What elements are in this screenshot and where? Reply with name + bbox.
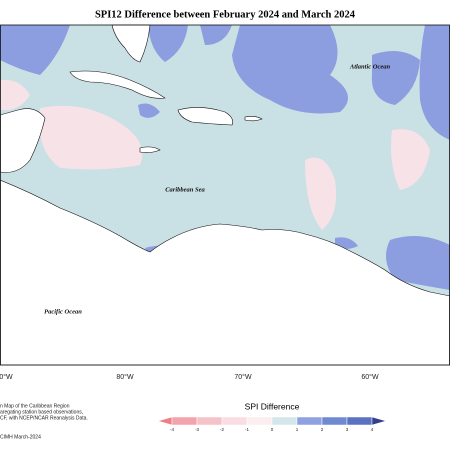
colorbar-tick-label: -3 bbox=[195, 427, 199, 432]
lon-label: 70°W bbox=[234, 373, 252, 381]
note: CF, with NCEP/NCAR Reanalysis Data. bbox=[0, 415, 88, 421]
colorbar-tick-label: -2 bbox=[220, 427, 224, 432]
map: Atlantic Ocean Caribbean Sea Pacific Oce… bbox=[0, 24, 450, 366]
colorbar-end bbox=[371, 416, 387, 426]
colorbar-tick-label: 3 bbox=[346, 427, 349, 432]
colorbar-bin bbox=[321, 416, 348, 426]
legend-title: SPI Difference bbox=[245, 401, 300, 411]
land bbox=[0, 24, 450, 366]
sea-label: Caribbean Sea bbox=[165, 186, 205, 193]
colorbar-tick-label: 4 bbox=[371, 427, 374, 432]
colorbar-end bbox=[157, 416, 173, 426]
longitude-labels: 0°W 80°W 70°W 60°W bbox=[0, 373, 379, 381]
colorbar-bin bbox=[246, 416, 273, 426]
note: n Map of the Caribbean Region bbox=[0, 403, 70, 409]
colorbar-tick-label: -1 bbox=[245, 427, 249, 432]
footnote: n Map of the Caribbean Region aregating … bbox=[0, 403, 88, 440]
lon-label: 80°W bbox=[116, 373, 134, 381]
colorbar-tick-label: 0 bbox=[271, 427, 274, 432]
ocean-label: Pacific Ocean bbox=[44, 308, 82, 315]
title: SPI12 Difference between February 2024 a… bbox=[95, 9, 356, 20]
colorbar: -4 -3 -2 -1 0 1 2 3 4 bbox=[157, 416, 387, 432]
colorbar-tick-label: 2 bbox=[321, 427, 324, 432]
colorbar-tick-label: 1 bbox=[296, 427, 299, 432]
colorbar-bin bbox=[296, 416, 323, 426]
colorbar-bin bbox=[346, 416, 373, 426]
colorbar-bin bbox=[171, 416, 198, 426]
note: aregating station based observations, bbox=[0, 409, 83, 415]
ocean-label: Atlantic Ocean bbox=[349, 63, 391, 70]
colorbar-bin bbox=[271, 416, 298, 426]
lon-label: 0°W bbox=[0, 373, 13, 381]
colorbar-bin bbox=[221, 416, 248, 426]
dry-patches bbox=[0, 79, 430, 302]
credit: CIMH March-2024 bbox=[0, 434, 41, 440]
lon-label: 60°W bbox=[361, 373, 379, 381]
colorbar-tick-label: -4 bbox=[170, 427, 174, 432]
colorbar-bin bbox=[196, 416, 223, 426]
